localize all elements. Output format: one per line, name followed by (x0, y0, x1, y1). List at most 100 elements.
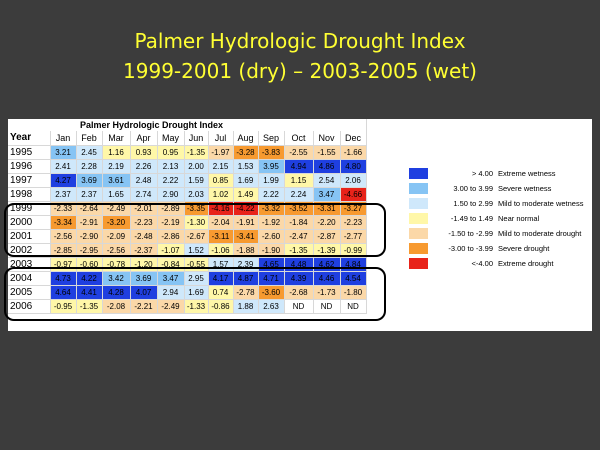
value-cell: 3.21 (50, 145, 77, 160)
value-cell: -2.23 (130, 215, 158, 230)
value-cell: -4.22 (233, 201, 259, 216)
value-cell: -3.27 (340, 201, 367, 216)
legend-swatch (409, 243, 428, 254)
value-cell: ND (340, 299, 367, 314)
legend-row: -3.00 to -3.99 Severe drought (409, 242, 589, 255)
legend-row: -1.50 to -2.99 Mild to moderate drought (409, 227, 589, 240)
value-cell: 4.22 (76, 271, 103, 286)
value-cell: -2.20 (313, 215, 341, 230)
slide-title-line2: 1999-2001 (dry) – 2003-2005 (wet) (123, 59, 477, 83)
value-cell: -2.68 (284, 285, 314, 300)
table-row: 2004 4.73 4.22 3.42 3.69 3.47 2.95 4.17 4.87 4.71… (8, 271, 367, 286)
value-cell: 4.87 (233, 271, 259, 286)
value-cell: 3.47 (313, 187, 341, 202)
value-cell: 4.94 (284, 159, 314, 174)
value-cell: -1.90 (258, 243, 285, 258)
value-cell: 4.86 (313, 159, 341, 174)
value-cell: -1.97 (208, 145, 234, 160)
value-cell: 1.16 (102, 145, 131, 160)
column-header: Jun (184, 131, 209, 146)
value-cell: -2.77 (340, 229, 367, 244)
year-cell: 2004 (8, 271, 51, 286)
legend-range: 3.00 to 3.99 (453, 184, 493, 193)
value-cell: -3.31 (313, 201, 341, 216)
column-header: Jul (208, 131, 234, 146)
value-cell: -2.48 (130, 229, 158, 244)
value-cell: -3.20 (102, 215, 131, 230)
value-cell: 2.03 (184, 187, 209, 202)
value-cell: -1.35 (76, 299, 103, 314)
value-cell: 4.54 (340, 271, 367, 286)
year-cell: 2006 (8, 299, 51, 314)
column-header: Nov (313, 131, 341, 146)
value-cell: -3.35 (184, 201, 209, 216)
legend-range: <-4.00 (471, 259, 493, 268)
value-cell: -1.73 (313, 285, 341, 300)
legend-label: Near normal (498, 214, 540, 223)
value-cell: 2.24 (284, 187, 314, 202)
value-cell: 1.88 (233, 299, 259, 314)
value-cell: -1.35 (184, 145, 209, 160)
value-cell: 1.59 (184, 173, 209, 188)
value-cell: 1.02 (208, 187, 234, 202)
value-cell: -2.19 (157, 215, 185, 230)
legend-label: Mild to moderate drought (498, 229, 582, 238)
slide-title: Palmer Hydrologic Drought Index 1999-200… (0, 26, 600, 86)
legend-row: <-4.00 Extreme drought (409, 257, 589, 270)
value-cell: -1.92 (258, 215, 285, 230)
value-cell: -2.78 (233, 285, 259, 300)
value-cell: -0.99 (340, 243, 367, 258)
empty-cell (50, 119, 76, 131)
column-header: May (157, 131, 185, 146)
legend-range: -1.49 to 1.49 (450, 214, 493, 223)
value-cell: 4.46 (313, 271, 341, 286)
value-cell: -2.33 (50, 201, 77, 216)
value-cell: -1.35 (284, 243, 314, 258)
value-cell: 0.93 (130, 145, 158, 160)
value-cell: -2.08 (102, 299, 131, 314)
wet-years-highlight (4, 267, 386, 321)
value-cell: ND (284, 299, 314, 314)
dry-years-highlight (4, 203, 386, 257)
year-cell: 1995 (8, 145, 51, 160)
value-cell: -1.30 (184, 215, 209, 230)
value-cell: -1.55 (313, 145, 341, 160)
value-cell: -2.21 (130, 299, 158, 314)
value-cell: 0.85 (208, 173, 234, 188)
table-row: 1995 3.21 2.45 1.16 0.93 0.95 -1.35 -1.97 -3.28-… (8, 145, 367, 160)
value-cell: 1.69 (233, 173, 259, 188)
value-cell: 4.41 (76, 285, 103, 300)
value-cell: 2.28 (76, 159, 103, 174)
value-cell: -1.06 (208, 243, 234, 258)
year-cell: 2001 (8, 229, 51, 244)
legend-range: -1.50 to -2.99 (448, 229, 493, 238)
value-cell: ND (313, 299, 341, 314)
value-cell: -2.01 (130, 201, 158, 216)
value-cell: 4.17 (208, 271, 234, 286)
value-cell: -1.33 (184, 299, 209, 314)
table-row: 1996 2.41 2.28 2.19 2.26 2.13 2.00 2.15 1.53 3.95… (8, 159, 367, 174)
year-cell: 1998 (8, 187, 51, 202)
value-cell: -3.11 (208, 229, 234, 244)
value-cell: 3.42 (102, 271, 131, 286)
value-cell: 2.37 (50, 187, 77, 202)
column-header: Mar (102, 131, 131, 146)
value-cell: 1.69 (184, 285, 209, 300)
value-cell: -2.64 (76, 201, 103, 216)
value-cell: 2.00 (184, 159, 209, 174)
column-header: Apr (130, 131, 158, 146)
value-cell: -2.86 (157, 229, 185, 244)
value-cell: -3.83 (258, 145, 285, 160)
value-cell: 2.19 (102, 159, 131, 174)
legend-swatch (409, 228, 428, 239)
value-cell: -3.28 (233, 145, 259, 160)
value-cell: -3.60 (258, 285, 285, 300)
table-row: 2006 -0.95 -1.35 -2.08 -2.21 -2.49 -1.33 -0.86 1… (8, 299, 367, 314)
value-cell: 1.99 (258, 173, 285, 188)
value-cell: 2.74 (130, 187, 158, 202)
value-cell: -2.85 (50, 243, 77, 258)
value-cell: 0.74 (208, 285, 234, 300)
column-header: Dec (340, 131, 367, 146)
table-super-title: Palmer Hydrologic Drought Index (76, 119, 367, 131)
legend-swatch (409, 183, 428, 194)
